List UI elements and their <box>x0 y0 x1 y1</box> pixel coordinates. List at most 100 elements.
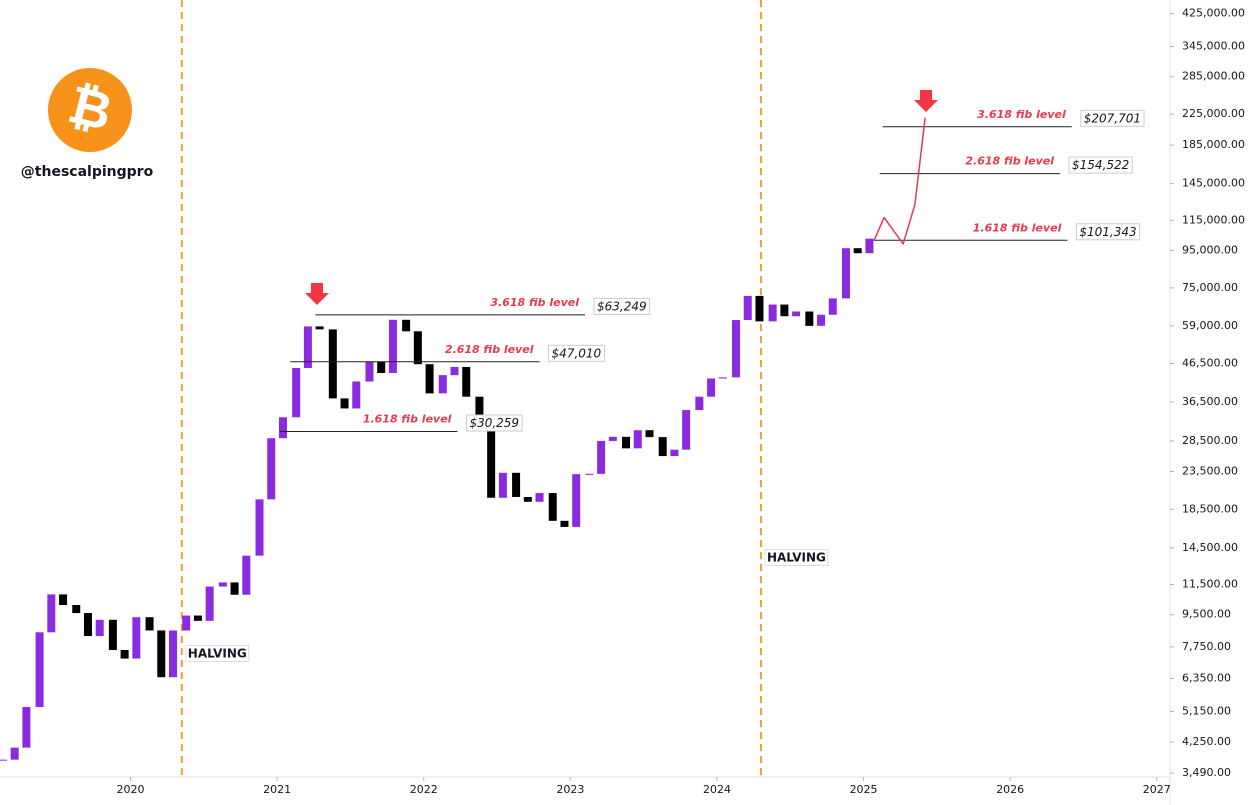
fib-label: 3.618 fib level <box>490 296 579 309</box>
candle <box>572 474 581 527</box>
y-tick-label: 225,000.00 <box>1182 107 1245 120</box>
y-tick-label: 425,000.00 <box>1182 7 1245 20</box>
candle <box>487 423 496 498</box>
candle <box>670 449 679 457</box>
candle <box>0 759 7 761</box>
x-tick-label: 2026 <box>996 783 1024 796</box>
candle <box>608 436 617 441</box>
candle <box>498 472 507 498</box>
price-label-box <box>548 344 606 362</box>
candle <box>328 329 337 399</box>
candle <box>72 605 81 614</box>
y-tick-label: 285,000.00 <box>1182 70 1245 83</box>
price-label: $63,249 <box>597 299 647 313</box>
fib-label: 1.618 fib level <box>973 221 1062 234</box>
candle <box>340 398 349 409</box>
fib-label: 2.618 fib level <box>965 155 1054 168</box>
candle <box>352 381 361 409</box>
candle <box>377 361 386 373</box>
x-tick-label: 2024 <box>703 783 731 796</box>
halving-label: HALVING <box>767 551 826 565</box>
candle <box>182 615 191 631</box>
arrow <box>914 90 938 112</box>
arrow <box>305 283 329 305</box>
candle <box>597 440 606 474</box>
candle <box>707 378 716 397</box>
candle <box>438 375 447 394</box>
candle <box>792 311 801 317</box>
candle <box>718 377 727 379</box>
candle <box>682 410 691 450</box>
y-tick-label: 18,500.00 <box>1182 502 1238 515</box>
candle <box>817 314 826 326</box>
candle <box>475 396 484 424</box>
candle <box>450 366 459 376</box>
candle <box>95 619 104 637</box>
candle <box>535 493 544 502</box>
price-label-box <box>1075 223 1141 241</box>
projection <box>873 117 926 245</box>
candle <box>388 319 397 373</box>
candle <box>83 613 92 637</box>
price-label: $101,343 <box>1079 225 1136 239</box>
candle <box>523 496 532 502</box>
y-tick-label: 345,000.00 <box>1182 40 1245 53</box>
candle <box>841 248 850 299</box>
y-tick-label: 9,500.00 <box>1182 608 1231 621</box>
candle <box>548 493 557 521</box>
y-tick-label: 185,000.00 <box>1182 138 1245 151</box>
candle <box>22 707 31 748</box>
fib-label: 2.618 fib level <box>445 343 534 356</box>
y-tick-label: 145,000.00 <box>1182 177 1245 190</box>
candle <box>768 304 777 322</box>
fib-label: 1.618 fib level <box>363 412 452 425</box>
halving-label-box <box>185 645 250 662</box>
candle <box>315 326 324 330</box>
candle <box>35 632 44 708</box>
y-tick-label: 59,000.00 <box>1182 319 1238 332</box>
x-tick-label: 2021 <box>263 783 291 796</box>
candle <box>732 320 741 378</box>
x-tick-label: 2027 <box>1143 783 1171 796</box>
candle <box>132 617 141 659</box>
price-label-box <box>1068 156 1133 174</box>
candle <box>59 594 68 606</box>
candle <box>425 364 434 394</box>
candle <box>658 437 667 457</box>
candle <box>145 617 154 631</box>
y-tick-label: 23,500.00 <box>1182 464 1238 477</box>
y-tick-label: 14,500.00 <box>1182 541 1238 554</box>
price-label: $47,010 <box>552 346 602 360</box>
candle <box>780 304 789 317</box>
y-tick-label: 11,500.00 <box>1182 577 1238 590</box>
candle <box>853 248 862 254</box>
candle <box>120 650 129 659</box>
candle <box>755 295 764 322</box>
candle <box>365 361 374 382</box>
y-tick-label: 46,500.00 <box>1182 357 1238 370</box>
y-tick-label: 75,000.00 <box>1182 281 1238 294</box>
price-label: $207,701 <box>1084 111 1141 125</box>
candle <box>622 436 631 449</box>
candle <box>205 586 214 621</box>
y-tick-label: 5,150.00 <box>1182 705 1231 718</box>
y-tick-label: 36,500.00 <box>1182 395 1238 408</box>
candle <box>47 594 56 633</box>
candle <box>743 295 752 321</box>
candle <box>193 615 202 621</box>
halving-label-box <box>764 549 829 566</box>
y-tick-label: 6,350.00 <box>1182 671 1231 684</box>
halving-label: HALVING <box>188 647 247 661</box>
candle <box>10 747 19 760</box>
candle <box>585 473 594 475</box>
x-tick-label: 2025 <box>850 783 878 796</box>
price-label-box <box>465 414 523 432</box>
candle <box>413 331 422 365</box>
y-tick-label: 115,000.00 <box>1182 213 1245 226</box>
candle <box>169 630 178 678</box>
candle <box>560 520 569 527</box>
price-label-box <box>593 297 651 315</box>
candle <box>828 298 837 315</box>
